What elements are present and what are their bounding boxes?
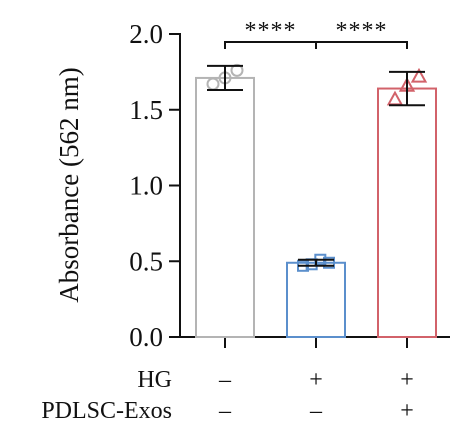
y-axis-label: Absorbance (562 nm): [54, 67, 84, 302]
data-point: [410, 67, 428, 83]
bar: [195, 76, 255, 338]
condition-row-label: PDLSC-Exos: [41, 398, 172, 424]
condition-value: –: [309, 398, 323, 424]
significance-label: ****: [336, 18, 388, 44]
y-tick-label: 1.0: [129, 171, 163, 201]
error-bars: [207, 64, 425, 267]
y-tick-label: 0.5: [129, 246, 163, 276]
y-tick-label: 1.5: [129, 95, 163, 125]
condition-value: –: [218, 398, 232, 424]
y-tick-label: 0.0: [129, 322, 163, 352]
axes: 0.0 0.5 1.0 1.5 2.0: [129, 19, 450, 352]
condition-value: +: [309, 367, 323, 393]
y-tick-label: 2.0: [129, 19, 163, 49]
bar: [286, 261, 346, 339]
condition-table: HG – + + PDLSC-Exos – – +: [41, 367, 413, 424]
data-point: [323, 256, 335, 269]
significance-bracket: [315, 41, 408, 49]
condition-value: +: [400, 398, 414, 424]
bar: [377, 87, 437, 339]
condition-value: –: [218, 367, 232, 393]
bars: [195, 76, 437, 339]
significance-label: ****: [245, 18, 297, 44]
condition-row-label: HG: [137, 367, 172, 393]
condition-value: +: [400, 367, 414, 393]
significance-brackets: **** ****: [224, 18, 408, 49]
